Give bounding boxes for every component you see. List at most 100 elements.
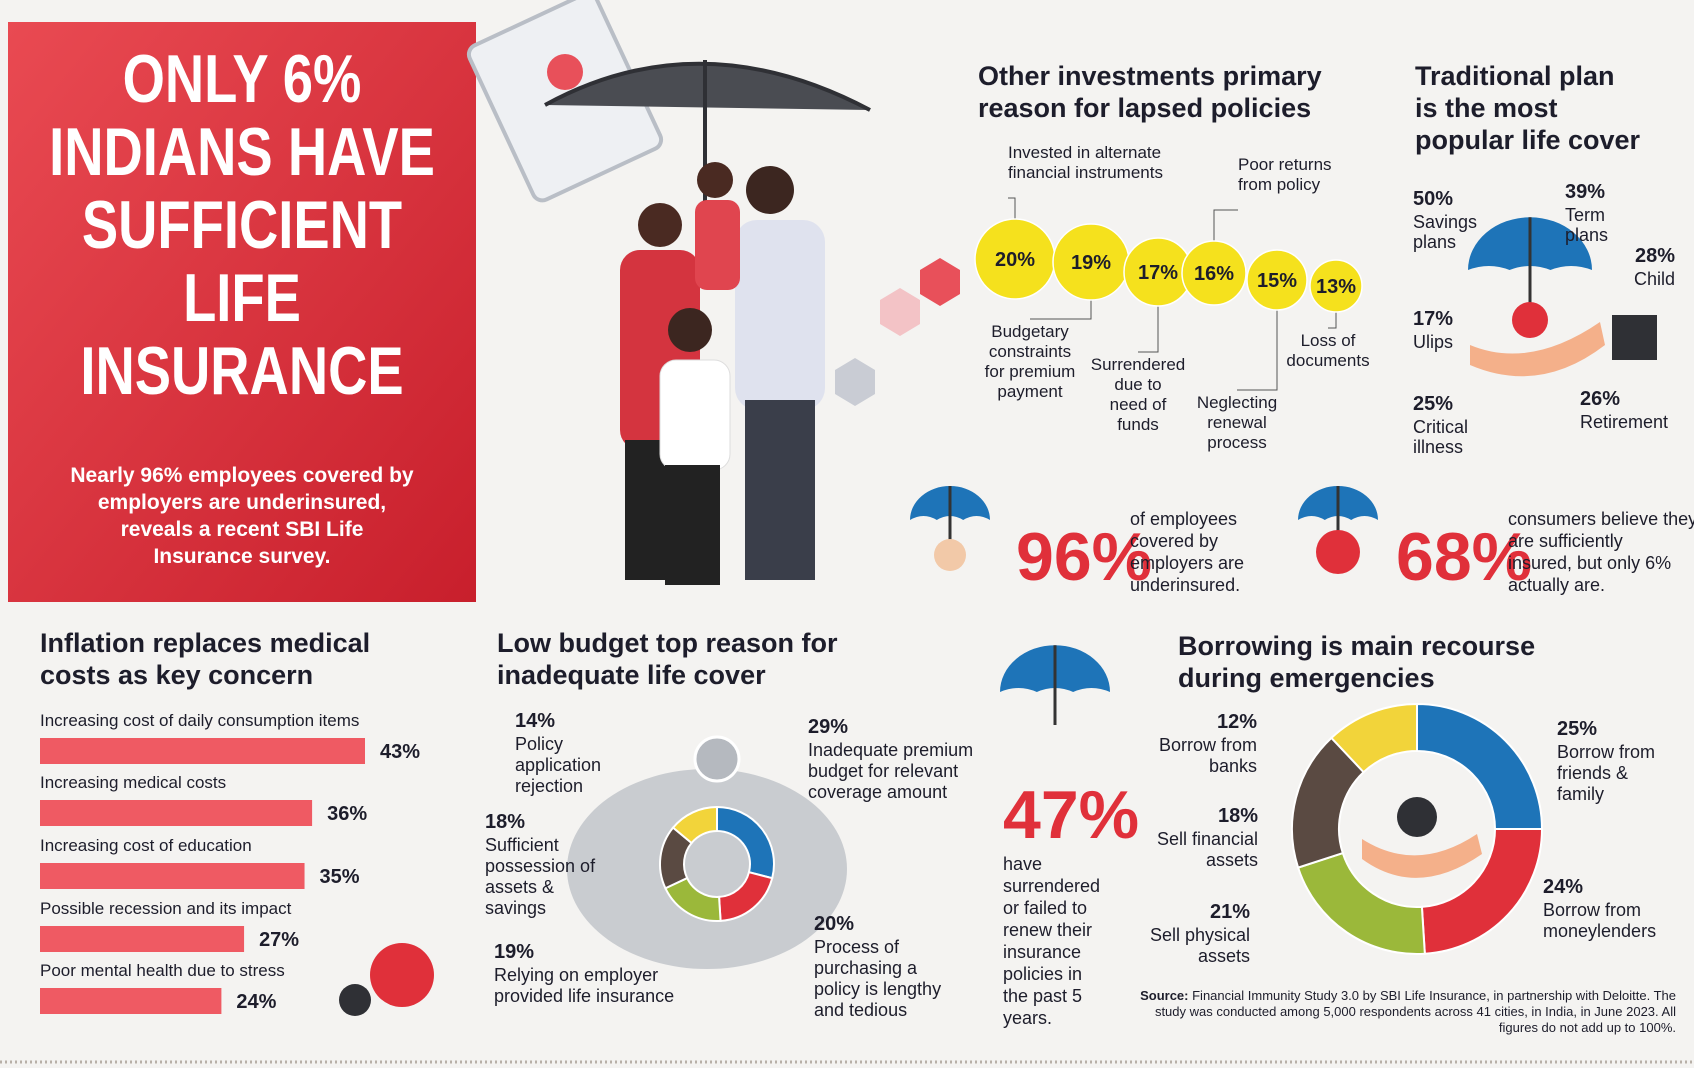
text-line: employers are underinsured, [98,491,386,514]
text-line: documents [1286,351,1369,370]
text-line: Surrendered [1091,355,1186,374]
category-label: Borrow from friends & family [1557,742,1655,804]
category-label: Ulips [1413,332,1453,352]
hand-icon [1362,834,1482,878]
text-line: Critical [1413,417,1468,437]
text-line: financial instruments [1008,163,1163,182]
coin-icon [1397,797,1437,837]
coin-icon [693,735,741,783]
text-line: Borrow from [1159,735,1257,755]
category-label: Increasing cost of daily consumption ite… [40,711,359,730]
text-line: Inflation replaces medical [40,628,370,658]
heart-icon [1316,530,1360,574]
text-line: need of [1110,395,1167,414]
text-line: assets [1198,946,1250,966]
headline-line: SUFFICIENT [82,187,402,263]
text-line: years. [1003,1008,1052,1028]
chart-title: Inflation replaces medical costs as key c… [40,628,370,690]
blood-bag-icon [370,943,434,1007]
umbrella-icon [1468,217,1592,308]
umbrella-icon [910,486,990,544]
text-line: assets & [485,877,554,897]
donut-segment [1416,702,1544,830]
text-line: inadequate life cover [497,660,766,690]
bar [40,926,245,952]
value-label: 20% [814,913,854,935]
text-line: from policy [1238,175,1321,194]
leader-line [1213,209,1238,241]
value-label: 50% [1413,188,1453,210]
category-label: Critical illness [1413,417,1468,457]
people-icon [1512,302,1548,338]
text-line: costs as key concern [40,660,313,690]
category-label: Poor returns from policy [1238,155,1332,194]
category-label: Neglecting renewal process [1197,393,1277,452]
value-label: 25% [1413,393,1453,415]
source-label: Source: [1140,988,1189,1003]
text-line: Loss of [1301,331,1356,350]
text-line: Policy [515,734,563,754]
category-label: Surrendered due to need of funds [1091,355,1186,434]
bubble [1181,240,1247,306]
text-line: Relying on employer [494,965,658,985]
text-line: actually are. [1508,575,1605,595]
leader-line [1237,310,1278,391]
category-label: Borrow from moneylenders [1543,900,1656,941]
text-line: employers are [1130,553,1244,573]
text-line: Retirement [1580,412,1668,432]
category-label: Sell financial assets [1157,829,1258,870]
value-label: 29% [808,716,848,738]
text-line: for premium [985,362,1076,381]
chart-title: Other investments primary reason for laps… [978,61,1322,123]
category-label: Increasing cost of education [40,836,252,855]
text-line: possession of [485,856,596,876]
value-label: 20% [995,249,1035,271]
text-line: Sufficient [485,835,559,855]
headline-subtitle: Nearly 96% employees covered by employers… [70,464,414,568]
hand-icon [1470,322,1605,377]
text-line: Traditional plan [1415,61,1615,91]
value-label: 17% [1138,262,1178,284]
text-line: Low budget top reason for [497,628,838,658]
text-line: Child [1634,269,1675,289]
text-line: Other investments primary [978,61,1322,91]
value-label: 19% [1071,252,1111,274]
text-line: process [1207,433,1267,452]
text-line: illness [1413,437,1463,457]
category-label: Policy application rejection [515,734,601,796]
text-line: budget for relevant [808,761,958,781]
text-line: underinsured. [1130,575,1240,595]
text-line: popular life cover [1415,125,1641,155]
category-label: Inadequate premium budget for relevant cov… [808,740,973,802]
bar [40,738,365,764]
value-label: 35% [320,866,360,888]
text-line: Invested in alternate [1008,143,1161,162]
text-line: policy is lengthy [814,979,941,999]
stat-value: 68% [1396,519,1532,595]
chart-title: Low budget top reason for inadequate life… [497,628,838,690]
donut-segment [1330,702,1418,774]
value-label: 21% [1210,901,1250,923]
value-label: 17% [1413,308,1453,330]
value-label: 18% [1218,805,1258,827]
stat-text: have surrendered or failed to renew their in… [1003,854,1100,1028]
text-line: is the most [1415,93,1558,123]
leader-line [1008,197,1016,219]
text-line: renewal [1207,413,1267,432]
value-label: 24% [1543,876,1583,898]
illustration [466,0,960,585]
value-label: 26% [1580,388,1620,410]
value-label: 15% [1257,270,1297,292]
category-label: Budgetary constraints for premium payment [985,322,1076,401]
bar [40,863,305,889]
text-line: of employees [1130,509,1237,529]
text-line: Process of [814,937,900,957]
umbrella-icon [1000,645,1110,725]
text-line: Sell financial [1157,829,1258,849]
stat-value: 96% [1016,519,1152,595]
text-line: surrendered [1003,876,1100,896]
leader-line [1328,312,1337,329]
text-line: friends & [1557,763,1628,783]
text-line: purchasing a [814,958,918,978]
